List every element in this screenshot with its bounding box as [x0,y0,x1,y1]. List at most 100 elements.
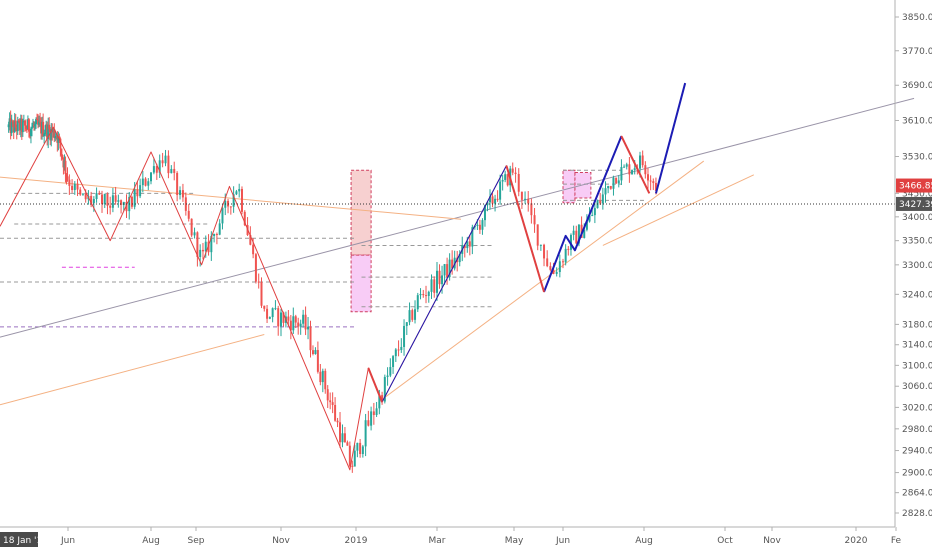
candle-body [433,279,436,293]
candle-body [367,420,370,426]
candle-body [263,305,266,309]
highlight-box-border [350,169,372,256]
candles [7,110,657,473]
candle-body [468,241,471,247]
candle-body [299,323,302,327]
candle-body [339,422,342,443]
candle-body [652,181,655,184]
candle-body [147,181,150,186]
candle-body [59,138,62,149]
candle-body [73,183,76,191]
candle-body [249,234,252,245]
highlight-boxes [350,169,592,313]
candle-body [50,129,53,141]
y-tick-label: 2828.00 [902,509,932,519]
candle-body [176,172,179,196]
candle-body [562,261,564,263]
price-tag-label: 3466.85 [899,182,932,192]
highlight-box-border [350,254,372,313]
price-tag-label: 3427.39 [899,200,932,210]
candle-body [260,282,263,306]
candle-body [23,120,26,126]
candle-body [292,316,295,331]
candle-body [152,166,155,173]
candle-body [111,195,114,208]
candle-body [414,309,417,320]
candle-body [326,389,329,401]
candle-body [405,322,408,326]
candle-body [463,245,466,249]
candle-body [575,230,578,244]
candle-body [633,168,636,171]
candle-body [18,121,21,131]
candle-body [55,135,58,137]
candle-body [44,132,47,134]
candle-body [41,121,44,134]
candle-body [370,411,373,426]
candle-body [8,118,11,125]
candle-body [144,178,147,186]
candle-body [499,181,502,200]
x-tick-label: Oct [717,536,733,546]
candle-body [558,261,561,273]
y-tick-label: 3300.00 [902,261,932,271]
candle-body [356,442,359,451]
candle-body [555,272,558,274]
candle-body [66,176,69,180]
candle-body [641,155,644,166]
candle-body [443,264,446,276]
candle-body [25,128,28,130]
candle-body [158,160,161,173]
candle-body [240,188,243,212]
candle-body [436,270,438,293]
candle-body [543,244,546,259]
y-tick-label: 3060.00 [902,382,932,392]
candle-body [383,376,386,402]
candle-body [254,254,257,282]
candle-body [150,172,152,182]
candle-body [378,395,381,409]
candle-body [199,249,202,257]
highlight-box-border [562,169,576,204]
candle-body [19,118,22,131]
candle-body [125,202,128,212]
y-tick-label: 3690.00 [902,81,932,91]
candle-body [422,294,425,296]
y-tick-label: 3020.00 [902,403,932,413]
zigzag-line-bold [620,135,651,194]
candle-body [304,314,307,330]
candle-body [271,308,274,318]
candle-body [15,127,18,132]
candle-body [336,420,339,423]
candle-body [372,411,375,416]
candle-body [496,198,499,200]
candle-body [489,196,492,203]
candle-body [625,164,628,167]
candle-body [466,241,469,249]
candle-body [319,371,322,383]
highlight-box [351,170,372,256]
candle-body [42,121,45,137]
candle-body [210,235,213,253]
candle-body [381,395,384,402]
candle-body [585,221,588,230]
x-tick-label: Nov [763,536,781,546]
candle-body [184,197,187,211]
candle-body [341,433,344,443]
candle-body [567,248,570,250]
candle-body [334,404,337,421]
candle-body [21,121,24,133]
candle-body [511,168,514,173]
candle-body [639,155,642,169]
candle-body [218,223,221,235]
candle-body [26,119,29,130]
highlight-box [563,170,575,203]
candle-body [427,291,430,297]
y-tick-label: 2900.00 [902,469,932,479]
candle-body [12,121,15,132]
candle-body [27,119,30,132]
candle-body [49,129,52,141]
start-date-label: 18 Jan '18 [3,536,48,546]
